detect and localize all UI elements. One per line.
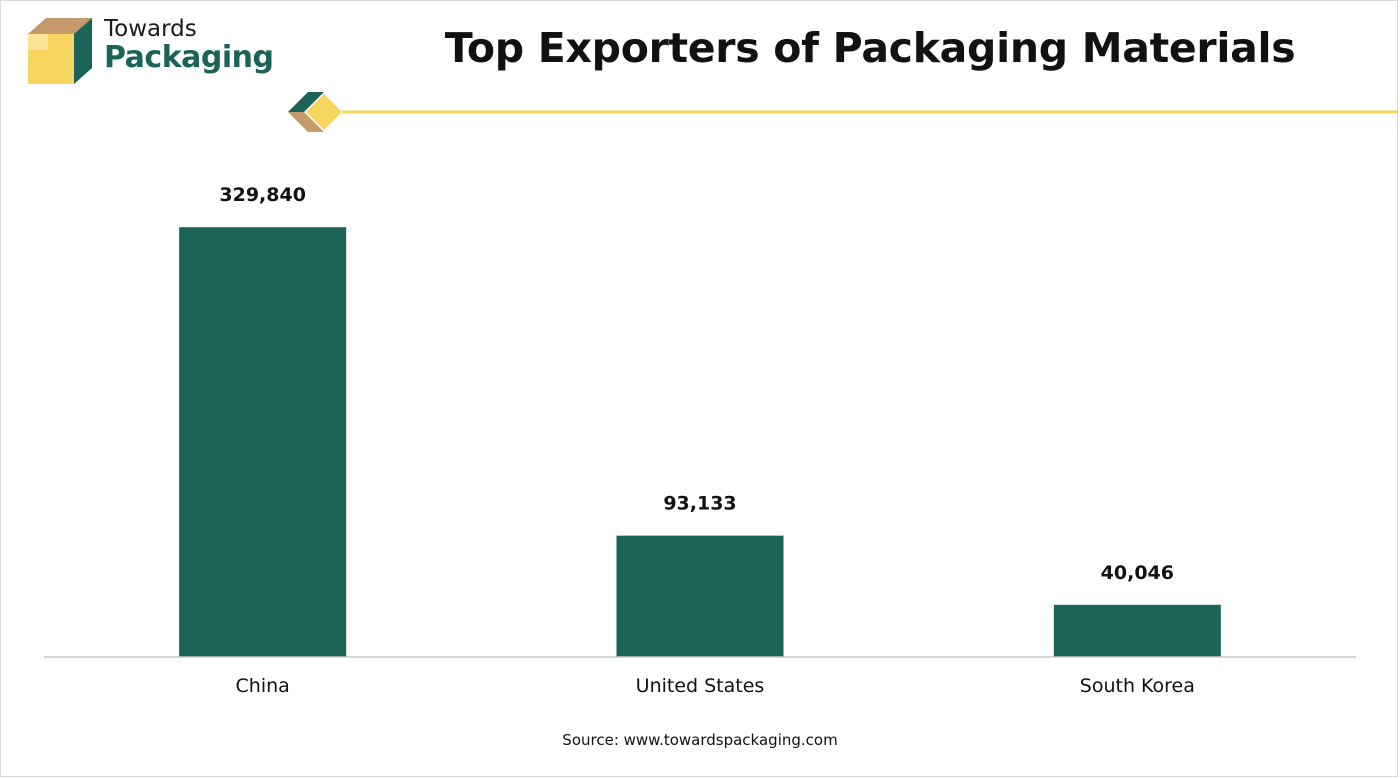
data-label: 40,046 [1101,562,1174,584]
x-tick-label: China [236,675,290,697]
brand-name-line2: Packaging [104,40,274,75]
brand-name-line1: Towards [104,16,197,42]
box-icon [28,18,92,84]
bar-south-korea [1053,604,1221,657]
brand-logo: Towards Packaging [24,16,284,86]
chart-title: Top Exporters of Packaging Materials [444,24,1296,72]
x-tick-label: United States [636,675,765,697]
x-tick-label: South Korea [1080,675,1195,697]
title-divider [288,92,1398,132]
data-label: 93,133 [663,493,736,515]
data-label: 329,840 [219,184,306,206]
bar-china [179,227,347,657]
bar-united-states [616,535,784,657]
source-note: Source: www.towardspackaging.com [562,731,838,749]
